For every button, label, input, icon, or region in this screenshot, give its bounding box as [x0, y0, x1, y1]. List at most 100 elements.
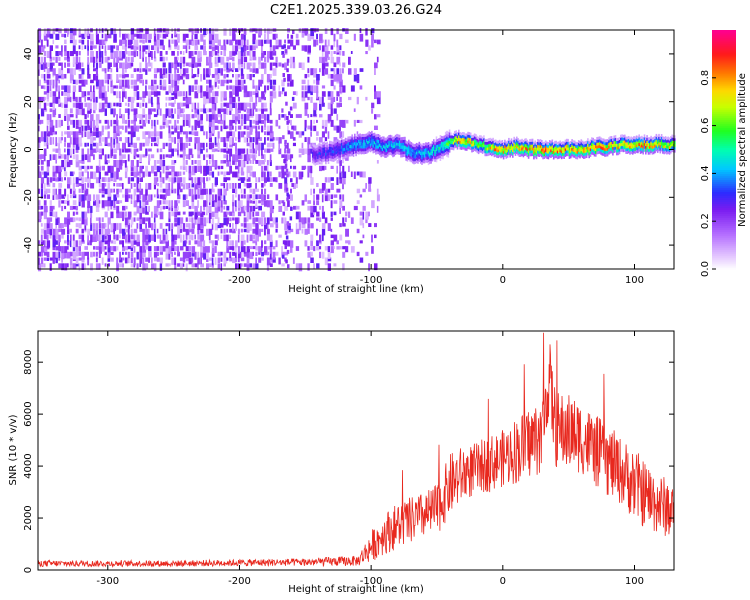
spectrogram-noise-cell — [194, 28, 199, 34]
spectrogram-noise-cell — [211, 125, 215, 134]
spectrogram-noise-cell — [119, 148, 122, 156]
spectrogram-noise-cell — [203, 131, 206, 136]
spectrogram-noise-cell — [81, 74, 84, 80]
spectrogram-signal-cell — [596, 145, 598, 149]
spectrogram-signal-cell — [435, 156, 438, 160]
spectrogram-signal-cell — [423, 151, 426, 155]
spectrogram-noise-cell — [307, 45, 311, 53]
spectrogram-signal-cell — [383, 142, 385, 146]
spectrogram-noise-cell — [104, 96, 108, 104]
spectrogram-noise-cell — [261, 251, 264, 257]
spectrogram-noise-cell — [290, 39, 294, 47]
spectrogram-signal-cell — [405, 146, 407, 150]
spectrogram-noise-cell — [78, 39, 82, 44]
spectrogram-signal-cell — [496, 149, 498, 153]
spectrogram-signal-cell — [326, 141, 328, 145]
spectrogram-signal-cell — [421, 147, 423, 151]
spectrogram-signal-cell — [326, 156, 328, 160]
spectrogram-noise-cell — [130, 125, 135, 133]
spectrogram-signal-cell — [616, 149, 618, 153]
spectrogram-noise-cell — [171, 137, 174, 143]
spectrogram-signal-cell — [660, 139, 663, 143]
spectrogram-noise-cell — [124, 68, 127, 73]
spectrogram-stripe-cell — [284, 144, 288, 149]
spectrogram-noise-cell — [93, 62, 95, 68]
spectrogram-noise-cell — [127, 223, 130, 229]
spectrogram-signal-cell — [437, 139, 439, 142]
spectrogram-noise-cell — [174, 205, 178, 212]
spectrogram-noise-cell — [67, 183, 71, 189]
spectrogram-noise-cell — [206, 165, 210, 172]
spectrogram-signal-cell — [571, 139, 573, 143]
spectrogram-noise-cell — [139, 223, 142, 229]
spectrogram-noise-cell — [130, 240, 134, 248]
spectrogram-signal-cell — [596, 139, 598, 143]
spectrogram-noise-cell — [194, 114, 197, 118]
spectrogram-noise-cell — [177, 154, 180, 158]
spectrogram-noise-cell — [113, 131, 117, 139]
colorbar-segment — [712, 193, 736, 196]
spectrogram-x-tick-label: -100 — [360, 275, 383, 286]
spectrogram-signal-cell — [592, 143, 594, 147]
spectrogram-noise-cell — [304, 125, 307, 132]
spectrogram-noise-cell — [330, 194, 333, 200]
spectrogram-noise-cell — [52, 240, 56, 248]
spectrogram-noise-cell — [255, 142, 259, 151]
spectrogram-noise-cell — [168, 62, 172, 71]
spectrogram-noise-cell — [136, 74, 141, 82]
spectrogram-noise-cell — [156, 108, 159, 116]
spectrogram-noise-cell — [52, 194, 55, 200]
spectrogram-noise-cell — [52, 137, 55, 145]
spectrogram-noise-cell — [211, 85, 214, 91]
spectrogram-noise-cell — [127, 148, 131, 153]
spectrogram-noise-cell — [182, 177, 186, 185]
spectrogram-noise-cell — [342, 217, 345, 224]
spectrogram-signal-cell — [409, 141, 411, 145]
spectrogram-noise-cell — [159, 257, 163, 264]
spectrogram-noise-cell — [200, 165, 203, 174]
colorbar-segment — [712, 195, 736, 198]
spectrogram-noise-cell — [182, 211, 186, 215]
spectrogram-noise-cell — [287, 228, 291, 234]
spectrogram-noise-cell — [287, 62, 289, 66]
spectrogram-signal-cell — [552, 150, 555, 154]
spectrogram-noise-cell — [304, 137, 307, 142]
spectrogram-signal-cell — [487, 147, 489, 151]
spectrogram-noise-cell — [255, 183, 257, 189]
spectrogram-signal-cell — [340, 142, 343, 146]
spectrogram-noise-cell — [110, 62, 112, 67]
spectrogram-noise-cell — [232, 137, 234, 145]
spectrogram-signal-cell — [625, 136, 627, 140]
spectrogram-signal-cell — [393, 150, 396, 154]
spectrogram-signal-cell — [406, 147, 409, 150]
spectrogram-noise-cell — [182, 194, 186, 200]
spectrogram-signal-cell — [392, 154, 394, 158]
spectrogram-noise-cell — [206, 79, 210, 84]
spectrogram-signal-cell — [419, 146, 422, 150]
spectrogram-noise-cell — [142, 246, 147, 253]
spectrogram-noise-cell — [269, 79, 272, 86]
spectrogram-noise-cell — [177, 33, 180, 42]
spectrogram-signal-cell — [336, 156, 339, 159]
spectrogram-noise-cell — [284, 240, 288, 246]
spectrogram-signal-cell — [629, 151, 631, 155]
spectrogram-noise-cell — [95, 79, 100, 87]
spectrogram-signal-cell — [443, 149, 446, 153]
spectrogram-noise-cell — [75, 240, 78, 247]
spectrogram-noise-cell — [324, 217, 328, 224]
spectrogram-signal-cell — [589, 145, 592, 149]
spectrogram-signal-cell — [367, 141, 369, 144]
spectrogram-signal-cell — [406, 152, 409, 156]
spectrogram-noise-cell — [197, 51, 201, 59]
spectrogram-signal-cell — [521, 150, 523, 154]
spectrogram-signal-cell — [527, 155, 530, 159]
spectrogram-noise-cell — [365, 217, 368, 224]
spectrogram-noise-cell — [313, 102, 318, 111]
spectrogram-noise-cell — [188, 91, 192, 96]
spectrogram-signal-cell — [593, 139, 596, 143]
spectrogram-signal-cell — [467, 143, 469, 147]
spectrogram-noise-cell — [101, 148, 104, 156]
spectrogram-noise-cell — [301, 33, 305, 38]
spectrogram-noise-cell — [232, 96, 236, 103]
spectrogram-signal-cell — [517, 138, 519, 142]
